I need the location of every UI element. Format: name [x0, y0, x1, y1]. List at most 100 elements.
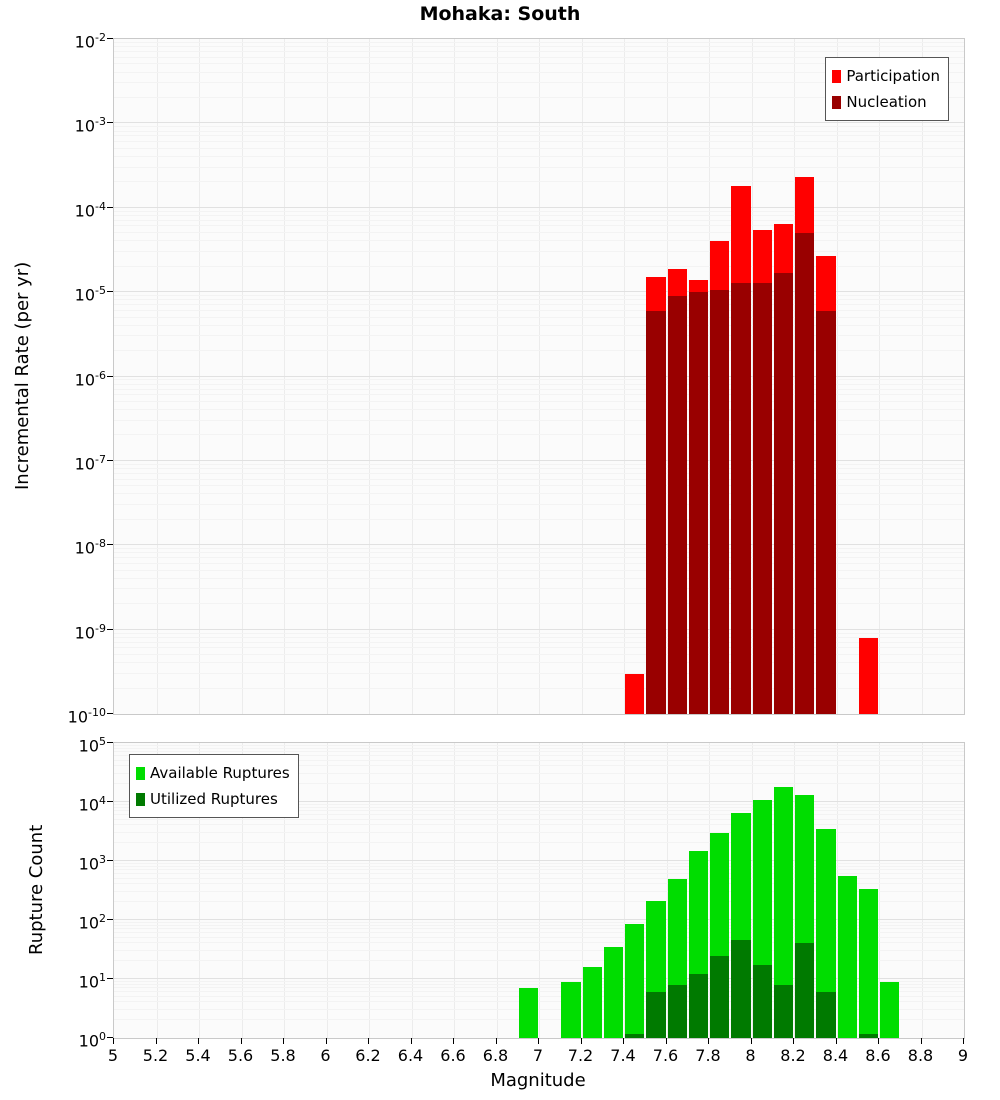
y-tick-label: 10-8 — [74, 537, 106, 558]
y-tick-mark — [107, 544, 113, 546]
y-tick-label: 102 — [78, 912, 106, 933]
participation-swatch-icon — [832, 69, 842, 83]
gridline-horizontal — [114, 96, 964, 98]
y-tick-label: 100 — [78, 1030, 106, 1051]
y-tick-mark — [107, 291, 113, 293]
bar-utilized-ruptures — [773, 984, 793, 1038]
gridline-horizontal — [114, 155, 964, 157]
gridline-horizontal — [114, 873, 964, 875]
rupture-count-plot: Available Ruptures Utilized Ruptures — [113, 742, 965, 1039]
gridline-vertical — [156, 743, 158, 1038]
gridline-vertical — [921, 743, 923, 1038]
gridline-horizontal — [114, 924, 964, 926]
gridline-horizontal — [114, 130, 964, 132]
gridline-vertical — [539, 743, 540, 1038]
gridline-horizontal — [114, 400, 964, 402]
gridline-horizontal — [114, 147, 964, 149]
gridline-horizontal — [114, 409, 964, 411]
gridline-vertical — [751, 743, 753, 1038]
gridline-horizontal — [114, 219, 964, 221]
gridline-horizontal — [114, 419, 964, 421]
gridline-horizontal — [114, 335, 964, 337]
bar-available-ruptures — [518, 988, 538, 1038]
gridline-horizontal — [114, 842, 964, 844]
nucleation-swatch-icon — [832, 95, 842, 109]
gridline-vertical — [454, 743, 455, 1038]
y-tick-label: 10-6 — [74, 368, 106, 389]
gridline-vertical — [199, 39, 200, 714]
bar-available-ruptures — [582, 966, 602, 1038]
gridline-horizontal — [114, 932, 964, 934]
gridline-vertical — [709, 39, 710, 714]
gridline-horizontal — [114, 632, 964, 634]
y-tick-label: 10-4 — [74, 199, 106, 221]
x-tick-mark — [240, 1038, 242, 1044]
gridline-horizontal — [114, 1019, 964, 1021]
gridline-horizontal — [114, 980, 964, 982]
bar-utilized-ruptures — [688, 974, 708, 1038]
bar-nucleation — [646, 310, 666, 714]
y-tick-label: 10-7 — [74, 452, 106, 474]
gridline-horizontal — [114, 603, 964, 605]
gridline-horizontal — [114, 141, 964, 143]
gridline-horizontal — [114, 824, 964, 826]
gridline-horizontal — [114, 991, 964, 993]
gridline-horizontal — [114, 557, 964, 559]
gridline-horizontal — [114, 463, 964, 465]
gridline-horizontal — [114, 672, 964, 674]
gridline-horizontal — [114, 772, 964, 774]
incremental-rate-plot: Participation Nucleation — [113, 38, 965, 715]
gridline-vertical — [666, 743, 668, 1038]
gridline-horizontal — [114, 459, 964, 461]
gridline-horizontal — [114, 135, 964, 137]
gridline-horizontal — [114, 765, 964, 767]
gridline-horizontal — [114, 831, 964, 833]
gridline-horizontal — [114, 394, 964, 396]
x-tick-label: 7.6 — [652, 1046, 679, 1065]
gridline-horizontal — [114, 783, 964, 785]
gridline-vertical — [411, 743, 413, 1038]
y-tick-mark — [107, 801, 113, 802]
x-tick-label: 6.6 — [440, 1046, 466, 1065]
bar-available-ruptures — [603, 946, 623, 1038]
x-tick-mark — [283, 1038, 284, 1044]
gridline-horizontal — [114, 577, 964, 579]
x-tick-label: 6 — [320, 1046, 331, 1065]
y-tick-label: 103 — [78, 853, 106, 874]
y-tick-label: 104 — [78, 794, 106, 815]
bar-nucleation — [710, 290, 730, 714]
bar-utilized-ruptures — [625, 1034, 645, 1038]
y-tick-mark — [107, 628, 113, 630]
x-axis-title: Magnitude — [490, 1070, 586, 1091]
x-tick-label: 5.6 — [227, 1046, 254, 1065]
bar-nucleation — [752, 282, 772, 714]
gridline-horizontal — [114, 350, 964, 352]
gridline-horizontal — [114, 569, 964, 571]
chart-title: Mohaka: South — [419, 3, 581, 25]
gridline-vertical — [836, 743, 838, 1038]
x-tick-label: 8 — [745, 1046, 756, 1065]
x-tick-label: 5.2 — [142, 1046, 169, 1065]
x-tick-mark — [963, 1038, 964, 1044]
x-tick-label: 7.4 — [610, 1046, 636, 1065]
legend-label-available: Available Ruptures — [150, 764, 290, 782]
bar-available-ruptures — [837, 876, 857, 1038]
bar-nucleation — [773, 272, 793, 714]
gridline-horizontal — [114, 983, 964, 985]
x-tick-mark — [113, 1038, 114, 1044]
bar-available-ruptures — [773, 786, 793, 1038]
bar-available-ruptures — [561, 981, 581, 1038]
gridline-horizontal — [114, 56, 964, 58]
gridline-horizontal — [114, 316, 964, 318]
x-tick-label: 6.4 — [397, 1046, 424, 1065]
y-tick-mark — [107, 978, 113, 979]
gridline-vertical — [539, 39, 540, 714]
gridline-horizontal — [114, 654, 964, 656]
bar-utilized-ruptures — [710, 955, 730, 1038]
gridline-horizontal — [114, 383, 964, 385]
gridline-vertical — [794, 39, 795, 714]
bar-nucleation — [731, 282, 751, 714]
gridline-horizontal — [114, 628, 964, 630]
gridline-horizontal — [114, 949, 964, 951]
gridline-horizontal — [114, 860, 964, 861]
